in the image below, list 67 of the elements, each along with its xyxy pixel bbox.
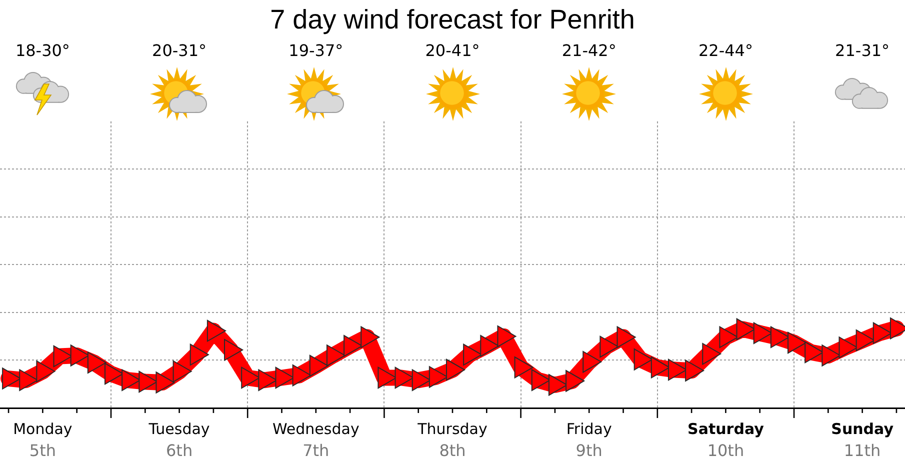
point	[788, 332, 807, 354]
point	[309, 354, 328, 377]
point	[856, 329, 875, 352]
point	[326, 344, 346, 366]
point	[258, 369, 278, 392]
point	[804, 341, 824, 364]
point	[736, 318, 756, 340]
point	[616, 326, 636, 348]
text: 18-30°	[15, 41, 70, 60]
point	[138, 370, 158, 393]
chart-title: 7 day wind forecast for Penrith	[270, 4, 635, 35]
point	[378, 366, 397, 389]
point	[70, 344, 90, 366]
point	[634, 348, 653, 370]
point	[463, 344, 482, 366]
point	[292, 364, 312, 386]
text: 21-31°	[835, 41, 890, 60]
point	[566, 370, 585, 392]
point	[104, 362, 124, 385]
point	[344, 335, 363, 357]
point	[36, 360, 56, 382]
point	[480, 335, 500, 357]
point	[122, 369, 141, 392]
x-tick-label: Saturday 10th	[688, 420, 764, 460]
point	[2, 368, 22, 390]
point	[275, 366, 294, 389]
x-tick-label: Sunday 11th	[831, 420, 894, 460]
text: 20-41°	[425, 41, 480, 60]
point	[412, 369, 431, 392]
point	[206, 320, 226, 342]
x-tick-label: Monday 5th	[13, 420, 72, 460]
point	[753, 322, 772, 344]
point	[224, 338, 244, 361]
point	[360, 326, 380, 348]
x-tick-label: Wednesday 7th	[272, 420, 360, 460]
point	[770, 326, 790, 348]
point	[872, 322, 892, 344]
point	[497, 325, 516, 348]
point	[838, 336, 858, 358]
point	[702, 342, 722, 365]
point	[582, 350, 602, 373]
point	[172, 360, 192, 382]
point	[685, 360, 704, 382]
x-tick-label: Friday 9th	[566, 420, 612, 460]
point	[719, 326, 738, 348]
point	[548, 374, 568, 396]
point	[668, 358, 687, 381]
point	[428, 366, 448, 388]
point	[822, 344, 841, 366]
text: 22-44°	[698, 41, 753, 60]
point	[600, 336, 619, 358]
point	[190, 344, 209, 366]
point	[650, 356, 670, 378]
point	[241, 366, 260, 389]
point	[53, 345, 72, 368]
text: 21-42°	[562, 41, 616, 60]
point	[19, 369, 38, 392]
point	[514, 356, 534, 378]
text: 19-37°	[288, 41, 344, 60]
x-tick-label: Thursday 8th	[416, 420, 488, 460]
x-tick-label: Tuesday 6th	[148, 420, 210, 460]
point	[531, 369, 550, 392]
point	[156, 372, 175, 394]
text: 20-31°	[152, 41, 207, 60]
point	[87, 352, 106, 374]
point	[394, 366, 414, 389]
point	[446, 358, 465, 381]
